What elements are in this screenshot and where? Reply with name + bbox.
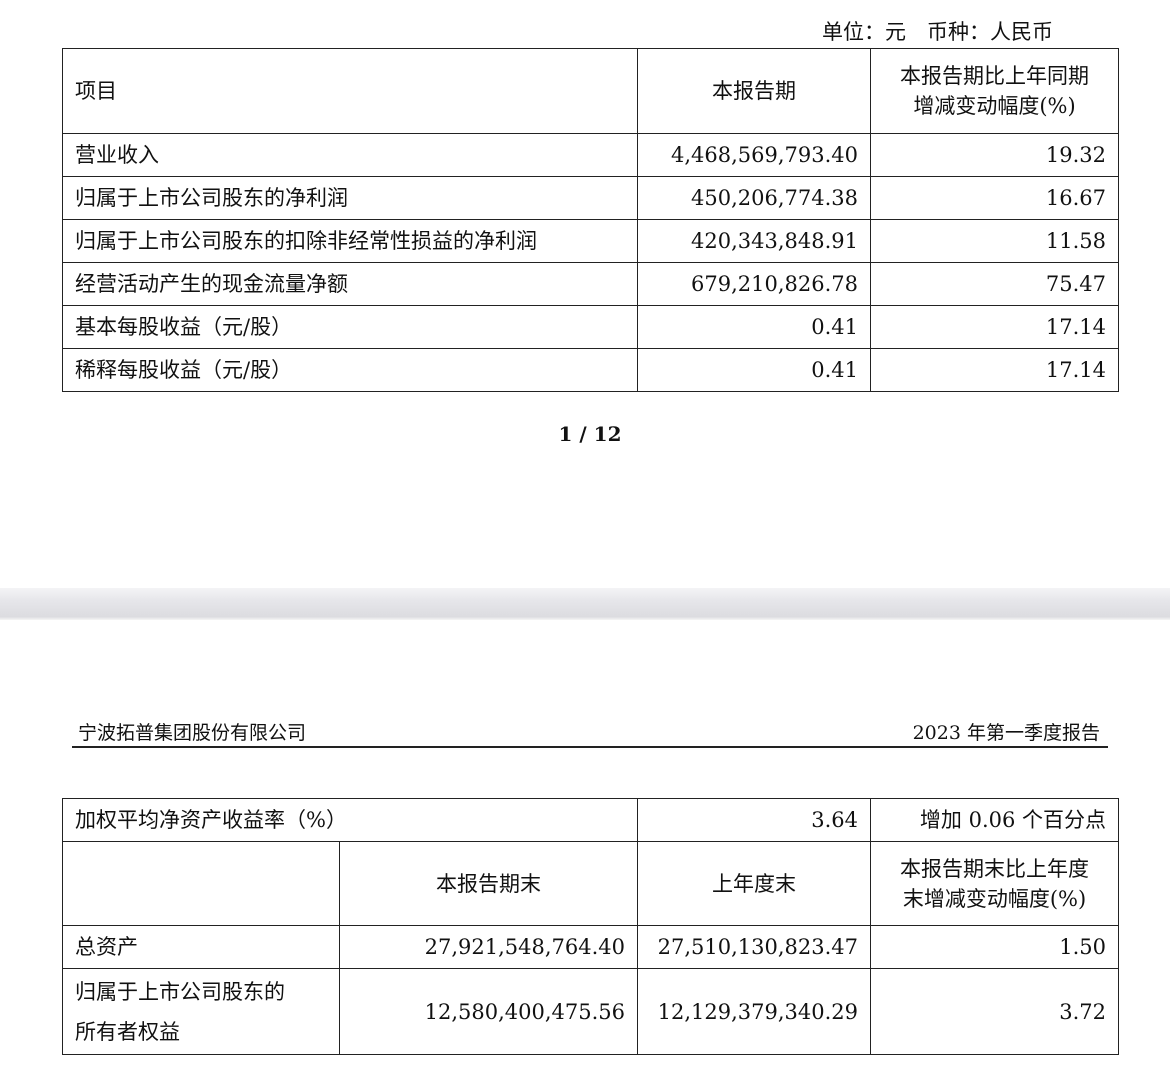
table-row: 经营活动产生的现金流量净额 679,210,826.78 75.47 xyxy=(62,262,1119,306)
table-cell: 本报告期末比上年度 末增减变动幅度(%) xyxy=(870,841,1120,926)
table-header-row: 本报告期末 上年度末 本报告期末比上年度 末增减变动幅度(%) xyxy=(62,841,1120,926)
table-cell: 上年度末 xyxy=(637,841,872,926)
table-cell: 3.72 xyxy=(870,968,1120,1055)
table-cell: 基本每股收益（元/股） xyxy=(62,305,638,349)
table-cell: 12,580,400,475.56 xyxy=(338,968,639,1055)
table-row: 营业收入 4,468,569,793.40 19.32 xyxy=(62,133,1119,177)
table-cell: 稀释每股收益（元/股） xyxy=(62,348,638,392)
table-cell: 加权平均净资产收益率（%） xyxy=(61,798,639,842)
table-cell: 1.50 xyxy=(870,925,1120,969)
table-cell: 本报告期末 xyxy=(338,841,639,926)
table-cell: 总资产 xyxy=(62,925,340,969)
table-row: 归属于上市公司股东的净利润 450,206,774.38 16.67 xyxy=(62,176,1119,220)
header-current-period: 本报告期 xyxy=(637,48,871,134)
table-row: 稀释每股收益（元/股） 0.41 17.14 xyxy=(62,348,1119,392)
table-cell: 归属于上市公司股东的净利润 xyxy=(62,176,638,220)
header-change: 本报告期比上年同期 增减变动幅度(%) xyxy=(870,48,1119,134)
table-cell: 增加 0.06 个百分点 xyxy=(870,798,1120,842)
page-number: 1 / 12 xyxy=(558,422,622,446)
table-cell: 17.14 xyxy=(870,348,1119,392)
table-cell: 0.41 xyxy=(637,305,871,349)
table-cell: 归属于上市公司股东的 所有者权益 xyxy=(62,968,340,1055)
table-cell: 12,129,379,340.29 xyxy=(637,968,872,1055)
table-cell: 27,921,548,764.40 xyxy=(338,925,639,969)
table-cell: 17.14 xyxy=(870,305,1119,349)
balance-table: 加权平均净资产收益率（%） 3.64 增加 0.06 个百分点 本报告期末 上年… xyxy=(61,798,1120,1055)
table-row: 归属于上市公司股东的扣除非经常性损益的净利润 420,343,848.91 11.5… xyxy=(62,219,1119,263)
table-cell: 0.41 xyxy=(637,348,871,392)
table-cell: 75.47 xyxy=(870,262,1119,306)
table-cell: 450,206,774.38 xyxy=(637,176,871,220)
table-row: 基本每股收益（元/股） 0.41 17.14 xyxy=(62,305,1119,349)
table-row: 总资产 27,921,548,764.40 27,510,130,823.47 … xyxy=(62,925,1120,969)
table-cell: 420,343,848.91 xyxy=(637,219,871,263)
table-cell xyxy=(62,841,340,926)
table-cell: 11.58 xyxy=(870,219,1119,263)
page-separator xyxy=(0,588,1170,620)
report-title: 2023 年第一季度报告 xyxy=(912,722,1100,744)
header-rule xyxy=(72,746,1108,748)
key-financials-table: 项目 本报告期 本报告期比上年同期 增减变动幅度(%) 营业收入 4,468,569… xyxy=(62,48,1119,392)
table-cell: 4,468,569,793.40 xyxy=(637,133,871,177)
table-header-row: 项目 本报告期 本报告期比上年同期 增减变动幅度(%) xyxy=(62,48,1119,134)
unit-note: 单位：元 币种：人民币 xyxy=(822,20,1053,44)
table-row: 加权平均净资产收益率（%） 3.64 增加 0.06 个百分点 xyxy=(61,798,1120,842)
table-cell: 3.64 xyxy=(637,798,872,842)
table-cell: 归属于上市公司股东的扣除非经常性损益的净利润 xyxy=(62,219,638,263)
header-item: 项目 xyxy=(62,48,638,134)
table-cell: 经营活动产生的现金流量净额 xyxy=(62,262,638,306)
company-name: 宁波拓普集团股份有限公司 xyxy=(78,722,307,744)
table-cell: 16.67 xyxy=(870,176,1119,220)
table-cell: 679,210,826.78 xyxy=(637,262,871,306)
table-cell: 营业收入 xyxy=(62,133,638,177)
table-row: 归属于上市公司股东的 所有者权益 12,580,400,475.56 12,129… xyxy=(62,968,1120,1055)
table-cell: 27,510,130,823.47 xyxy=(637,925,872,969)
table-cell: 19.32 xyxy=(870,133,1119,177)
